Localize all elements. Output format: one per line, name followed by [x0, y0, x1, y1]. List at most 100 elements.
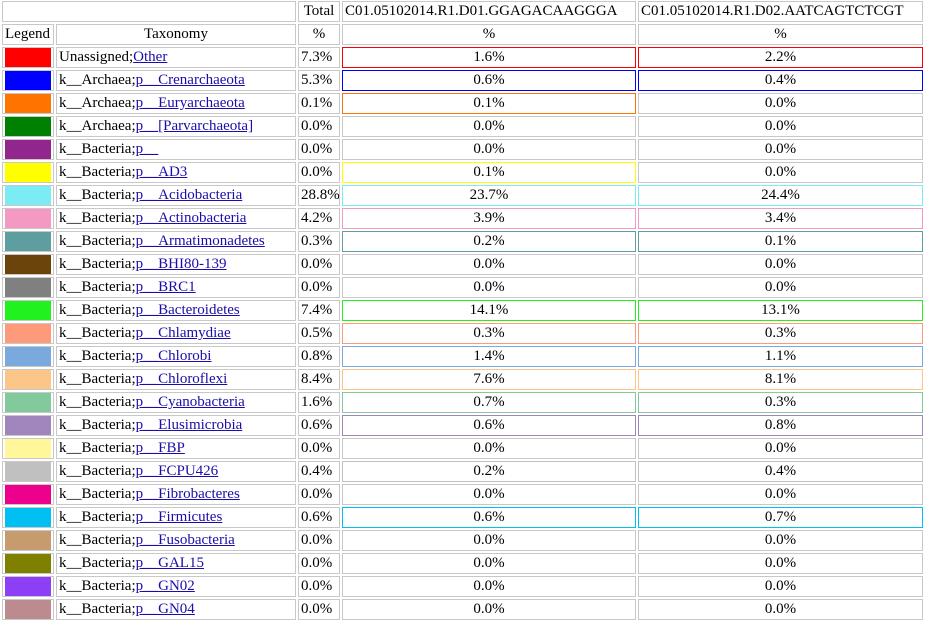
taxon-link[interactable]: p__GN04 — [135, 601, 195, 617]
taxonomy-cell: k__Bacteria;p__Bacteroidetes — [56, 300, 296, 321]
taxon-link[interactable]: p__BRC1 — [135, 279, 196, 295]
taxon-link[interactable]: p__ — [135, 141, 159, 157]
table-row: k__Bacteria;p__Chlamydiae 0.5% 0.3% 0.3% — [2, 323, 923, 344]
taxon-link[interactable]: p__Actinobacteria — [135, 210, 247, 226]
legend-cell — [2, 162, 54, 183]
taxon-link[interactable]: p__Crenarchaeota — [135, 72, 245, 88]
legend-color-swatch — [5, 416, 51, 435]
table-row: k__Bacteria;p__Bacteroidetes 7.4% 14.1% 13.… — [2, 300, 923, 321]
legend-header: Legend — [2, 24, 54, 45]
taxon-link[interactable]: p__FCPU426 — [135, 463, 219, 479]
taxonomy-cell: k__Bacteria;p__GN04 — [56, 599, 296, 620]
total-percent-cell: 0.3% — [298, 231, 340, 252]
sample-2-percent-cell: 0.0% — [638, 530, 923, 551]
legend-color-swatch — [5, 71, 51, 90]
taxon-prefix: Unassigned; — [59, 49, 134, 65]
sample-1-percent-cell: 0.0% — [342, 576, 636, 597]
sample-2-percent-cell: 0.0% — [638, 553, 923, 574]
total-percent-cell: 0.1% — [298, 93, 340, 114]
legend-color-swatch — [5, 554, 51, 573]
sample-2-percent-cell: 0.0% — [638, 139, 923, 160]
taxon-link[interactable]: p__Bacteroidetes — [135, 302, 240, 318]
sample-2-percent-cell: 1.1% — [638, 346, 923, 367]
taxonomy-rows: Unassigned;Other 7.3% 1.6% 2.2% k__Archaea;p… — [2, 47, 923, 620]
sample-1-percent-cell: 0.0% — [342, 530, 636, 551]
taxon-prefix: k__Bacteria; — [59, 532, 136, 548]
taxon-link[interactable]: p__FBP — [135, 440, 185, 456]
taxonomy-cell: k__Bacteria;p__Fibrobacteres — [56, 484, 296, 505]
legend-color-swatch — [5, 301, 51, 320]
taxon-link[interactable]: p__Fusobacteria — [135, 532, 235, 548]
taxon-link[interactable]: p__Fibrobacteres — [135, 486, 240, 502]
sample-1-percent-cell: 0.0% — [342, 277, 636, 298]
total-percent-header: % — [298, 24, 340, 45]
total-percent-cell: 0.0% — [298, 162, 340, 183]
legend-cell — [2, 530, 54, 551]
sample-2-percent-cell: 0.3% — [638, 392, 923, 413]
taxonomy-cell: k__Bacteria;p__Firmicutes — [56, 507, 296, 528]
sample-1-percent-cell: 0.0% — [342, 254, 636, 275]
taxon-link[interactable]: p__Chlamydiae — [135, 325, 231, 341]
legend-cell — [2, 369, 54, 390]
legend-color-swatch — [5, 94, 51, 113]
taxon-prefix: k__Bacteria; — [59, 348, 136, 364]
table-row: k__Bacteria;p__AD3 0.0% 0.1% 0.0% — [2, 162, 923, 183]
table-row: k__Bacteria;p__GAL15 0.0% 0.0% 0.0% — [2, 553, 923, 574]
sample-1-percent-cell: 0.6% — [342, 415, 636, 436]
sample-2-percent-cell: 3.4% — [638, 208, 923, 229]
legend-cell — [2, 415, 54, 436]
total-percent-cell: 0.4% — [298, 461, 340, 482]
taxon-prefix: k__Bacteria; — [59, 486, 136, 502]
table-row: k__Bacteria;p__ 0.0% 0.0% 0.0% — [2, 139, 923, 160]
taxonomy-cell: k__Bacteria;p__Chlorobi — [56, 346, 296, 367]
legend-color-swatch — [5, 140, 51, 159]
taxon-link[interactable]: p__GAL15 — [135, 555, 204, 571]
taxon-link[interactable]: p__[Parvarchaeota] — [135, 118, 254, 134]
total-percent-cell: 0.0% — [298, 438, 340, 459]
legend-color-swatch — [5, 531, 51, 550]
sample-2-percent-cell: 0.0% — [638, 599, 923, 620]
taxon-prefix: k__Bacteria; — [59, 141, 136, 157]
taxon-link[interactable]: p__Chlorobi — [135, 348, 212, 364]
taxon-prefix: k__Archaea; — [59, 72, 136, 88]
sample-1-percent-cell: 1.4% — [342, 346, 636, 367]
total-percent-cell: 5.3% — [298, 70, 340, 91]
taxonomy-cell: k__Bacteria;p__BHI80-139 — [56, 254, 296, 275]
taxon-link[interactable]: p__Firmicutes — [135, 509, 223, 525]
total-percent-cell: 7.4% — [298, 300, 340, 321]
table-row: k__Bacteria;p__Armatimonadetes 0.3% 0.2% 0.… — [2, 231, 923, 252]
taxon-link[interactable]: p__GN02 — [135, 578, 195, 594]
taxon-link[interactable]: p__Euryarchaeota — [135, 95, 245, 111]
taxon-link[interactable]: p__Elusimicrobia — [135, 417, 243, 433]
legend-cell — [2, 70, 54, 91]
taxonomy-cell: k__Bacteria;p__Elusimicrobia — [56, 415, 296, 436]
taxon-link[interactable]: p__Cyanobacteria — [135, 394, 245, 410]
sample-2-percent-cell: 0.0% — [638, 576, 923, 597]
taxonomy-cell: k__Bacteria;p__Actinobacteria — [56, 208, 296, 229]
taxon-prefix: k__Bacteria; — [59, 440, 136, 456]
sample-2-percent-cell: 2.2% — [638, 47, 923, 68]
legend-color-swatch — [5, 232, 51, 251]
legend-cell — [2, 507, 54, 528]
taxon-prefix: k__Bacteria; — [59, 463, 136, 479]
taxon-link[interactable]: p__Acidobacteria — [135, 187, 243, 203]
legend-cell — [2, 254, 54, 275]
taxon-link[interactable]: p__BHI80-139 — [135, 256, 227, 272]
legend-cell — [2, 438, 54, 459]
taxonomy-cell: k__Bacteria;p__Armatimonadetes — [56, 231, 296, 252]
sample-2-percent-cell: 0.1% — [638, 231, 923, 252]
taxon-link[interactable]: p__Armatimonadetes — [135, 233, 265, 249]
taxon-link[interactable]: p__AD3 — [135, 164, 188, 180]
sample-1-percent-cell: 1.6% — [342, 47, 636, 68]
legend-cell — [2, 47, 54, 68]
sample-1-percent-cell: 0.7% — [342, 392, 636, 413]
taxon-prefix: k__Bacteria; — [59, 164, 136, 180]
taxon-link[interactable]: p__Chloroflexi — [135, 371, 228, 387]
taxon-link[interactable]: Other — [133, 49, 168, 65]
taxonomy-cell: k__Archaea;p__[Parvarchaeota] — [56, 116, 296, 137]
legend-color-swatch — [5, 485, 51, 504]
sample-1-percent-cell: 0.6% — [342, 70, 636, 91]
taxon-prefix: k__Bacteria; — [59, 394, 136, 410]
sample-2-percent-cell: 0.0% — [638, 116, 923, 137]
total-percent-cell: 0.0% — [298, 553, 340, 574]
